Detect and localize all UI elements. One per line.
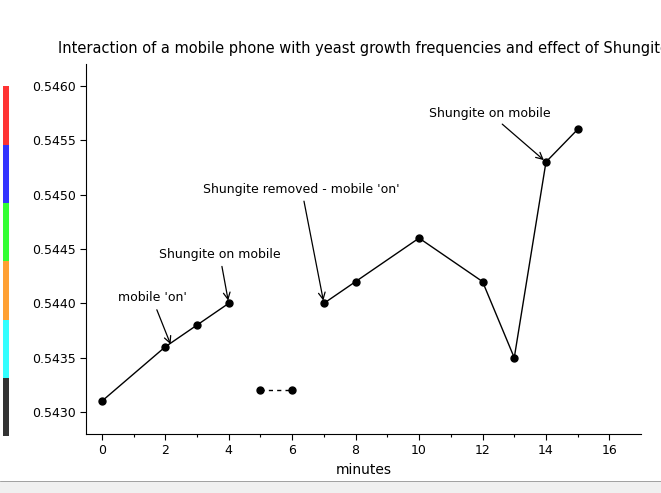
Title: Interaction of a mobile phone with yeast growth frequencies and effect of Shungi: Interaction of a mobile phone with yeast… <box>58 41 661 56</box>
Text: Shungite removed - mobile 'on': Shungite removed - mobile 'on' <box>204 182 400 299</box>
Bar <box>3 86 9 145</box>
X-axis label: minutes: minutes <box>336 463 391 477</box>
Bar <box>3 261 9 319</box>
Bar <box>3 319 9 378</box>
Bar <box>3 145 9 203</box>
Text: Shungite on mobile: Shungite on mobile <box>159 248 280 299</box>
Bar <box>3 203 9 261</box>
Text: mobile 'on': mobile 'on' <box>118 291 186 343</box>
Text: Shungite on mobile: Shungite on mobile <box>428 106 550 159</box>
Bar <box>3 378 9 436</box>
